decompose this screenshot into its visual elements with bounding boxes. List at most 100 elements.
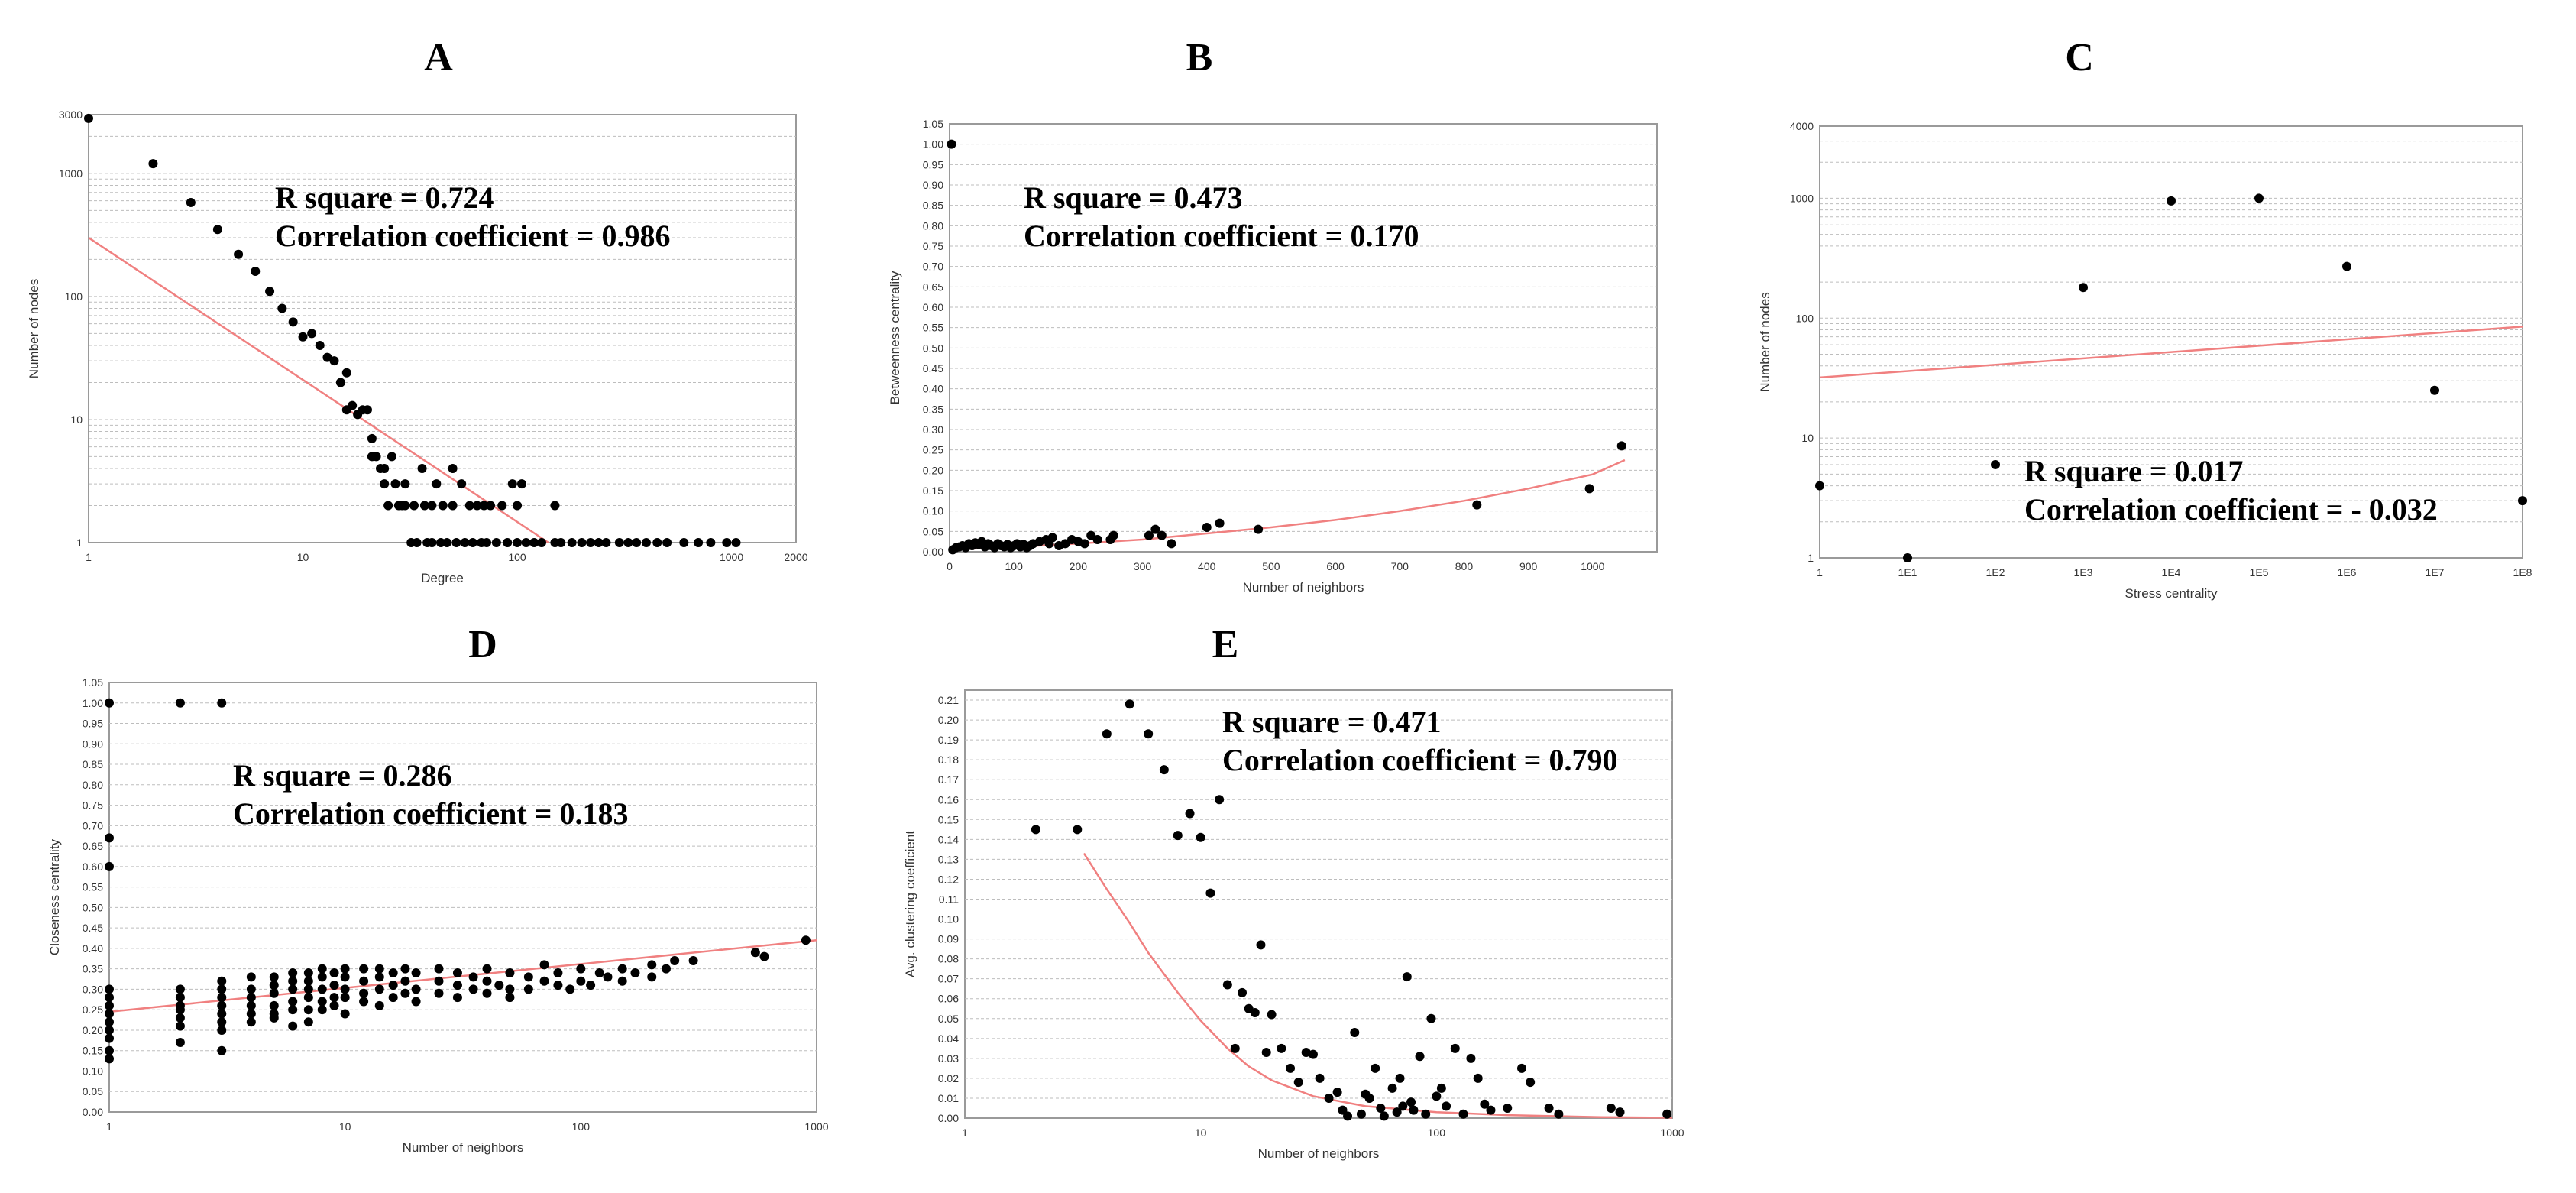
chart-e-ytick-label: 0.20: [938, 714, 959, 726]
chart-a-xtick-label: 1: [86, 551, 92, 563]
chart-a-data-point: [567, 538, 577, 547]
chart-d-data-point: [105, 1054, 114, 1064]
chart-e-data-point: [1286, 1063, 1296, 1073]
chart-d-data-point: [539, 976, 549, 986]
chart-d-ytick-label: 1.05: [83, 676, 103, 689]
chart-d-data-point: [661, 964, 671, 974]
chart-a-data-point: [390, 479, 400, 489]
chart-a-data-point: [503, 538, 513, 547]
chart-d-data-point: [303, 1005, 313, 1015]
chart-e-data-point: [1222, 980, 1232, 990]
chart-a-ytick-label: 10: [70, 413, 83, 426]
chart-d-data-point: [434, 964, 444, 974]
chart-c: 1 10 100 1000 4000 1 1E1 1E2 1E3 1E4 1E5 1E6 1E7 1E8 S…: [1758, 120, 2532, 601]
chart-b-data-point: [1092, 535, 1102, 544]
chart-e-data-point: [1379, 1111, 1389, 1121]
chart-e-ytick-label: 0.12: [938, 873, 959, 885]
chart-d-xtick-label: 10: [339, 1120, 351, 1133]
chart-d-data-point: [269, 988, 279, 998]
chart-d-data-point: [269, 972, 279, 982]
chart-a-data-point: [265, 287, 275, 297]
chart-d-data-point: [175, 1038, 185, 1048]
chart-d-data-point: [269, 1013, 279, 1023]
chart-d-data-point: [105, 861, 114, 871]
chart-b-plot-area: [949, 123, 1658, 553]
chart-d-data-point: [617, 976, 627, 986]
chart-a-data-point: [322, 352, 332, 362]
chart-d-ytick-label: 0.70: [83, 819, 103, 832]
chart-c-r-square: R square = 0.017: [2024, 454, 2244, 488]
chart-a-data-point: [427, 538, 437, 547]
chart-c-fit-line: [1819, 326, 2523, 379]
chart-d-plot-area: [108, 682, 817, 1113]
chart-e-ytick-label: 0.14: [938, 833, 959, 845]
chart-b-xtick-label: 900: [1519, 560, 1538, 572]
chart-b-ytick-label: 0.30: [923, 423, 943, 436]
chart-d-data-point: [374, 972, 384, 982]
chart-e-data-point: [1293, 1078, 1303, 1088]
chart-d-data-point: [586, 981, 596, 990]
chart-c-data-point: [2254, 193, 2264, 203]
chart-d-data-point: [246, 1017, 256, 1027]
chart-a-data-point: [448, 464, 458, 474]
chart-e-ytick-label: 0.08: [938, 953, 959, 965]
chart-d-data-point: [105, 993, 114, 1003]
chart-a-data-point: [341, 368, 351, 378]
chart-a-data-point: [641, 538, 651, 547]
chart-b-ytick-label: 0.15: [923, 485, 943, 497]
chart-e-data-point: [1277, 1043, 1286, 1053]
chart-b-ytick-label: 0.90: [923, 179, 943, 191]
chart-a-data-point: [400, 501, 410, 511]
chart-c-xtick-label: 1E5: [2250, 566, 2269, 579]
chart-e-data-point: [1450, 1043, 1460, 1053]
chart-a-ytick-label: 1: [76, 537, 83, 549]
chart-d-ytick-label: 0.40: [83, 942, 103, 955]
chart-a-data-point: [371, 452, 381, 462]
chart-a-data-point: [652, 538, 662, 547]
chart-d-data-point: [217, 984, 227, 994]
chart-d-data-point: [105, 1017, 114, 1027]
chart-d-data-point: [576, 976, 586, 986]
chart-a-data-point: [442, 538, 452, 547]
chart-d-data-point: [303, 984, 313, 994]
chart-c-xtick-label: 1E6: [2338, 566, 2357, 579]
chart-c-ylabel: Number of nodes: [1758, 292, 1772, 391]
chart-e-xtick-label: 10: [1195, 1127, 1207, 1139]
chart-a-data-point: [472, 501, 482, 511]
chart-d-data-point: [288, 976, 298, 986]
chart-e-xtick-label: 1000: [1660, 1127, 1684, 1139]
chart-e-data-point: [1409, 1105, 1419, 1115]
chart-e-data-point: [1554, 1109, 1564, 1119]
chart-a-data-point: [632, 538, 642, 547]
chart-e-ytick-label: 0.09: [938, 933, 959, 945]
chart-e-data-point: [1185, 809, 1195, 819]
chart-d-data-point: [482, 988, 492, 998]
chart-d-ytick-label: 0.60: [83, 861, 103, 873]
chart-d-data-point: [688, 955, 698, 965]
chart-d-data-point: [105, 1045, 114, 1055]
chart-e-data-point: [1256, 940, 1266, 950]
chart-b-ytick-label: 1.05: [923, 118, 943, 130]
chart-e-ytick-label: 0.17: [938, 773, 959, 786]
chart-d-data-point: [329, 968, 339, 978]
chart-e-data-point: [1662, 1109, 1672, 1119]
chart-a-data-point: [556, 538, 566, 547]
chart-d-data-point: [411, 997, 421, 1007]
chart-e-data-point: [1426, 1013, 1436, 1023]
chart-b-ytick-label: 0.40: [923, 383, 943, 395]
chart-c-xtick-label: 1E4: [2162, 566, 2181, 579]
chart-a-data-point: [298, 332, 308, 342]
chart-c-xtick-label: 1E3: [2074, 566, 2093, 579]
chart-e-plot-area: [964, 689, 1673, 1119]
chart-d-data-point: [505, 968, 515, 978]
chart-b-ytick-label: 0.35: [923, 403, 943, 415]
chart-b-ytick-label: 0.60: [923, 301, 943, 313]
chart-d-data-point: [505, 984, 515, 994]
chart-d-data-point: [630, 968, 640, 978]
chart-e-data-point: [1436, 1083, 1446, 1093]
chart-a-data-point: [594, 538, 604, 547]
chart-b-xtick-label: 800: [1455, 560, 1474, 572]
chart-a-data-point: [409, 501, 419, 511]
chart-e-xlabel: Number of neighbors: [1258, 1146, 1380, 1161]
chart-b-ytick-label: 0.80: [923, 219, 943, 232]
